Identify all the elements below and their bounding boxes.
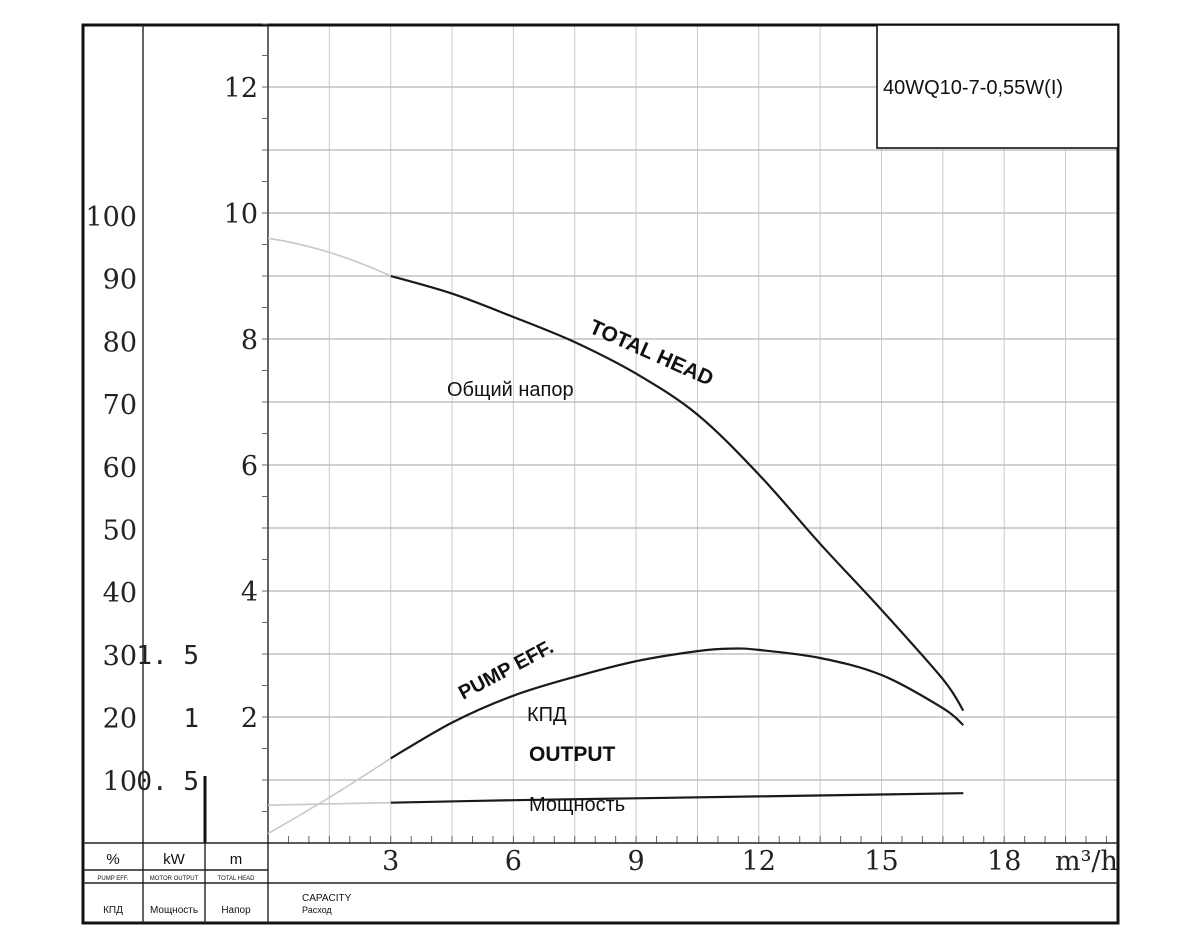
power-tick-label: 0. 5: [136, 767, 199, 797]
capacity-tick-labels: 3 6 9 12 15 18: [382, 846, 1021, 877]
capacity-tick-label: 18: [987, 846, 1021, 877]
pump-eff-label-ru: КПД: [527, 704, 567, 726]
output-curve-extension: [267, 801, 391, 806]
power-tick-label: 1. 5: [136, 641, 199, 671]
footer-eff-ru: КПД: [103, 905, 123, 916]
efficiency-tick-label: 80: [103, 327, 137, 358]
head-tick-label: 4: [241, 577, 258, 608]
footer-head-ru: Напор: [221, 905, 251, 916]
head-tick-label: 12: [224, 73, 258, 104]
footer-head-en: TOTAL HEAD: [218, 876, 256, 882]
curves: [267, 237, 965, 835]
power-tick-labels: 0. 5 1 1. 5: [136, 641, 199, 797]
footer-units: % kW m PUMP EFF. MOTOR OUTPUT TOTAL HEAD…: [97, 851, 351, 916]
efficiency-tick-label: 50: [103, 516, 137, 547]
capacity-tick-label: 3: [382, 846, 399, 877]
head-tick-label: 8: [241, 325, 258, 356]
output-label-ru: Мощность: [529, 794, 625, 816]
head-tick-label: 2: [241, 703, 258, 734]
efficiency-tick-label: 10: [103, 766, 137, 797]
footer-head-unit: m: [230, 851, 243, 868]
footer-eff-unit: %: [106, 851, 119, 868]
pump-eff-curve-extension: [267, 757, 392, 835]
efficiency-tick-label: 90: [103, 265, 137, 296]
total-head-curve-extension: [267, 237, 392, 277]
total-head-label-ru: Общий напор: [447, 379, 574, 401]
capacity-label-ru: Расход: [302, 905, 332, 915]
output-label: OUTPUT: [529, 743, 616, 766]
model-title: 40WQ10-7-0,55W(I): [883, 77, 1063, 99]
output-curve: [390, 792, 964, 804]
efficiency-tick-label: 70: [103, 390, 137, 421]
head-tick-label: 6: [241, 451, 258, 482]
total-head-curve: [390, 274, 965, 712]
grid: [268, 25, 1118, 843]
pump-eff-curve: [390, 647, 965, 760]
efficiency-tick-label: 100: [85, 202, 137, 233]
footer-power-unit: kW: [163, 851, 186, 868]
capacity-tick-label: 9: [628, 846, 645, 877]
footer-eff-en: PUMP EFF.: [97, 876, 129, 882]
efficiency-tick-label: 20: [103, 704, 137, 735]
efficiency-tick-label: 30: [103, 641, 137, 672]
chart-frame: [81, 23, 1120, 925]
model-box-border: [876, 24, 1119, 149]
capacity-unit: m³/h: [1055, 846, 1118, 877]
head-tick-label: 10: [224, 199, 258, 230]
efficiency-tick-label: 60: [103, 453, 137, 484]
footer-power-ru: Мощность: [150, 905, 198, 916]
head-axis-minor-ticks: [262, 23, 1107, 843]
footer-power-en: MOTOR OUTPUT: [150, 876, 199, 882]
capacity-tick-label: 6: [505, 846, 522, 877]
capacity-label: CAPACITY: [302, 893, 352, 904]
head-tick-labels: 2 4 6 8 10 12: [224, 73, 258, 734]
efficiency-tick-labels: 10 20 30 40 50 60 70 80 90 100: [85, 202, 137, 797]
power-tick-label: 1: [183, 704, 199, 734]
efficiency-tick-label: 40: [103, 578, 137, 609]
model-box: 40WQ10-7-0,55W(I): [876, 24, 1119, 149]
capacity-tick-label: 15: [864, 846, 898, 877]
capacity-tick-label: 12: [742, 846, 776, 877]
